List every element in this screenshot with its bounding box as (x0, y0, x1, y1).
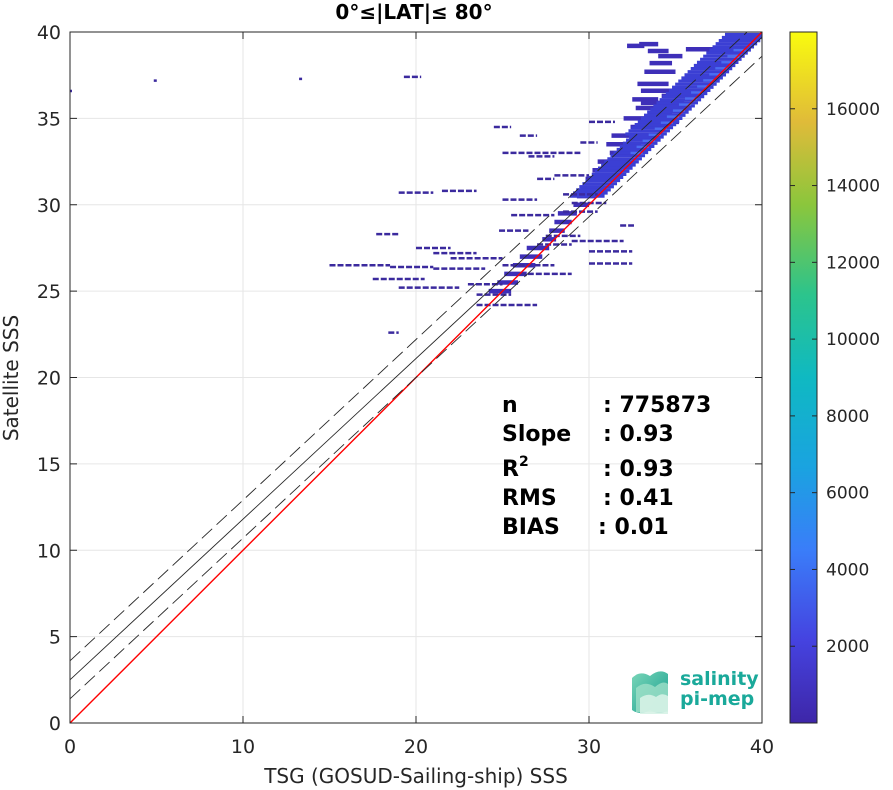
logo-line2: pi-mep (680, 688, 754, 710)
stat-bias-value: : 0.01 (598, 515, 669, 540)
line-fit+ (70, 32, 748, 662)
colorbar (789, 31, 818, 724)
x-tick-label: 40 (750, 736, 774, 758)
stat-r2-label: R2 (502, 454, 529, 482)
y-tick-label: 40 (37, 22, 61, 44)
stat-rms-label: RMS (502, 486, 557, 511)
colorbar-tick-label: 12000 (826, 253, 880, 273)
density-layer (70, 32, 762, 334)
chart-title: 0°≤|LAT|≤ 80° (335, 0, 492, 24)
colorbar-tick-label: 6000 (826, 484, 869, 504)
stat-r2-value: : 0.93 (603, 457, 674, 482)
y-tick-label: 35 (37, 108, 61, 130)
y-tick-label: 15 (37, 454, 61, 476)
y-tick-label: 0 (49, 713, 61, 735)
regression-lines (70, 32, 762, 723)
x-axis-label: TSG (GOSUD-Sailing-ship) SSS (263, 764, 568, 788)
stat-n-label: n (502, 393, 518, 418)
x-tick-label: 20 (404, 736, 428, 758)
x-axis-ticks: 0 10 20 30 40 (64, 32, 774, 758)
y-tick-label: 30 (37, 195, 61, 217)
colorbar-tick-label: 10000 (826, 330, 880, 350)
colorbar-tick-label: 16000 (826, 100, 880, 120)
x-tick-label: 0 (64, 736, 76, 758)
y-tick-label: 10 (37, 540, 61, 562)
stat-r2-sup: 2 (519, 454, 529, 470)
stat-r2-base: R (502, 457, 519, 482)
isolated-point (153, 79, 157, 82)
stat-bias-label: BIAS (502, 515, 560, 540)
colorbar-ticks: 2000 4000 6000 8000 10000 12000 14000 16000 (790, 100, 880, 657)
statistics-box: n : 775873 Slope : 0.93 R2 : 0.93 RMS : … (502, 393, 711, 540)
x-tick-label: 10 (231, 736, 255, 758)
logo-wave-icon (632, 671, 668, 714)
colorbar-tick-label: 4000 (826, 560, 869, 580)
logo-line1: salinity (680, 668, 759, 690)
x-tick-label: 30 (577, 736, 601, 758)
y-tick-label: 20 (37, 368, 61, 390)
colorbar-tick-label: 14000 (826, 177, 880, 197)
colorbar-tick-label: 8000 (826, 407, 869, 427)
stat-rms-value: : 0.41 (603, 486, 674, 511)
y-tick-label: 25 (37, 281, 61, 303)
y-axis-label: Satellite SSS (0, 315, 23, 441)
line-fit (70, 36, 762, 681)
colorbar-tick-label: 2000 (826, 637, 869, 657)
line-fit- (70, 55, 762, 700)
stat-slope-label: Slope (502, 422, 571, 447)
stat-slope-value: : 0.93 (603, 422, 674, 447)
salinity-pimep-logo: salinity pi-mep (632, 668, 759, 714)
isolated-point (70, 89, 72, 93)
isolated-point (299, 77, 303, 81)
stat-n-value: : 775873 (603, 393, 711, 418)
y-axis-ticks: 0 5 10 15 20 25 30 35 40 (37, 22, 762, 735)
y-tick-label: 5 (49, 627, 61, 649)
